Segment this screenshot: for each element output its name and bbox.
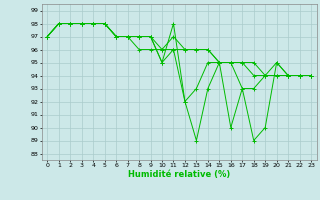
X-axis label: Humidité relative (%): Humidité relative (%) (128, 170, 230, 179)
